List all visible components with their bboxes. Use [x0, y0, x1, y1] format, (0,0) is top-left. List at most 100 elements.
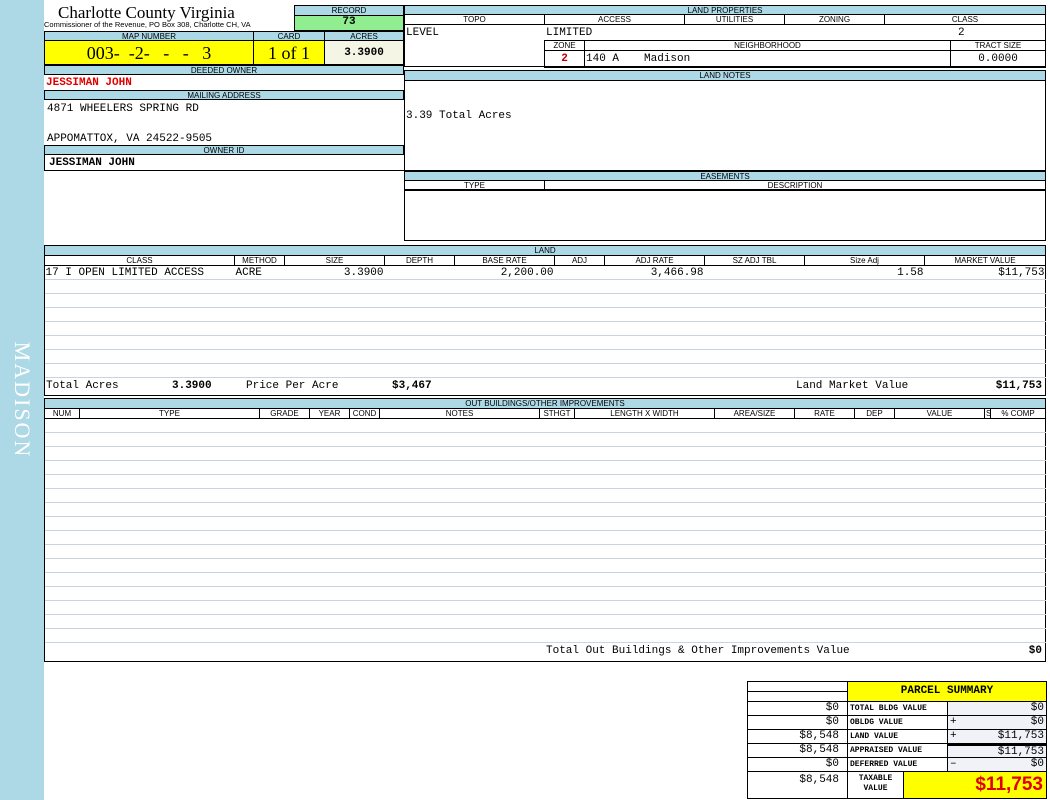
card-number: 1 of 1 [253, 40, 325, 65]
col-easement-description: DESCRIPTION [544, 180, 1046, 191]
outbuilding-empty-row [44, 586, 1046, 601]
tract-size-label: TRACT SIZE [950, 40, 1046, 51]
summary-prior-value: $8,548 [747, 743, 848, 758]
summary-label: DEFERRED VALUE [847, 757, 948, 772]
taxable-value: $11,753 [903, 771, 1047, 799]
land-market-value-label: Land Market Value [796, 380, 909, 392]
outbuilding-empty-row [44, 544, 1046, 559]
outbuilding-empty-row [44, 418, 1046, 433]
outbuilding-col-header: STHGT [539, 408, 575, 419]
land-col-header: ADJ [554, 255, 605, 266]
outbuilding-col-header: S [984, 408, 991, 419]
summary-value: $11,753 [997, 746, 1044, 758]
summary-value: $11,753 [997, 730, 1044, 742]
land-row: 17 I OPEN LIMITED ACCESS ACRE 3.3900 2,200.… [44, 265, 1046, 280]
summary-current: $11,753 [947, 743, 1047, 758]
outbuildings-total-label: Total Out Buildings & Other Improvements… [546, 645, 850, 657]
land-cell: $11,753 [924, 265, 1046, 280]
land-col-header: CLASS [44, 255, 235, 266]
summary-label: OBLDG VALUE [847, 715, 948, 730]
deeded-owner: JESSIMAN JOHN [46, 77, 132, 89]
summary-current: + $0 [947, 715, 1047, 730]
summary-operator: + [950, 716, 957, 728]
address-line-1: 4871 WHEELERS SPRING RD [47, 103, 199, 115]
total-acres-label: Total Acres [46, 380, 119, 392]
easements-columns: TYPE DESCRIPTION [404, 180, 1046, 191]
land-empty-row [44, 349, 1046, 364]
outbuilding-col-header: LENGTH X WIDTH [574, 408, 715, 419]
outbuilding-col-header: AREA/SIZE [714, 408, 795, 419]
neighborhood-code: 140 A [586, 53, 620, 65]
price-per-acre: $3,467 [392, 380, 432, 392]
sidebar-label: MADISON [10, 341, 35, 459]
summary-prior-value: $8,548 [747, 729, 848, 744]
zone-label: ZONE [544, 40, 585, 51]
land-col-header: METHOD [234, 255, 285, 266]
land-cell [384, 265, 455, 280]
outbuilding-col-header: NOTES [379, 408, 540, 419]
land-empty-row [44, 321, 1046, 336]
summary-operator: + [950, 730, 957, 742]
land-cell: 3.3900 [284, 265, 385, 280]
summary-prior-value: $0 [747, 701, 848, 716]
land-cell: 1.58 [804, 265, 925, 280]
land-market-value: $11,753 [995, 380, 1042, 392]
summary-value: $0 [1030, 702, 1044, 714]
land-empty-row [44, 307, 1046, 322]
outbuilding-empty-row [44, 488, 1046, 503]
land-cell: 17 I OPEN LIMITED ACCESS [44, 265, 235, 280]
owner-id-label: OWNER ID [44, 145, 404, 155]
access-value: LIMITED [546, 27, 593, 39]
col-topo: TOPO [404, 14, 545, 25]
summary-operator: – [950, 758, 957, 770]
topo-value: LEVEL [406, 27, 440, 39]
land-table: CLASS METHOD SIZE DEPTH BASE RATE ADJ ADJ RATE… [44, 255, 1046, 378]
taxable-prior: $8,548 [747, 771, 848, 799]
outbuilding-col-header: DEP [854, 408, 895, 419]
land-col-header: DEPTH [384, 255, 455, 266]
land-cell: 3,466.98 [604, 265, 705, 280]
outbuilding-col-header: TYPE [79, 408, 260, 419]
outbuilding-empty-row [44, 474, 1046, 489]
land-col-header: ADJ RATE [604, 255, 705, 266]
land-cell [554, 265, 605, 280]
outbuildings-table: NUM TYPE GRADE YEAR COND NOTES STHGT LENGTH X W… [44, 408, 1046, 643]
outbuilding-col-header: GRADE [259, 408, 310, 419]
land-empty-row [44, 335, 1046, 350]
land-col-header: SZ ADJ TBL [704, 255, 805, 266]
outbuilding-empty-row [44, 432, 1046, 447]
outbuilding-empty-row [44, 558, 1046, 573]
summary-current: – $0 [947, 757, 1047, 772]
owner-id: JESSIMAN JOHN [49, 157, 135, 169]
land-col-header: BASE RATE [454, 255, 555, 266]
summary-prior-value: $0 [747, 757, 848, 772]
neighborhood-label: NEIGHBORHOOD [584, 40, 951, 51]
total-acres: 3.3900 [172, 380, 212, 392]
summary-current: $0 [947, 701, 1047, 716]
summary-label: TOTAL BLDG VALUE [847, 701, 948, 716]
outbuilding-col-header: NUM [44, 408, 80, 419]
address-line-2: APPOMATTOX, VA 24522-9505 [47, 133, 213, 145]
office-address: Commissioner of the Revenue, PO Box 308,… [44, 20, 251, 29]
outbuilding-empty-row [44, 600, 1046, 615]
land-empty-row [44, 363, 1046, 378]
deeded-owner-label: DEEDED OWNER [44, 65, 404, 75]
land-col-header: MARKET VALUE [924, 255, 1046, 266]
summary-current: + $11,753 [947, 729, 1047, 744]
summary-prior-value: $0 [747, 715, 848, 730]
outbuilding-empty-row [44, 460, 1046, 475]
acres-value: 3.3900 [324, 40, 404, 65]
outbuilding-empty-row [44, 530, 1046, 545]
outbuilding-empty-row [44, 628, 1046, 643]
parcel-summary-title: PARCEL SUMMARY [847, 681, 1047, 702]
map-number: 003- -2- - - 3 [44, 40, 254, 65]
land-notes-text: 3.39 Total Acres [406, 110, 512, 122]
record-number: 73 [294, 15, 404, 31]
land-col-header: SIZE [284, 255, 385, 266]
outbuilding-col-header: VALUE [894, 408, 985, 419]
county-title: Charlotte County Virginia [58, 3, 235, 22]
summary-label: APPRAISED VALUE [847, 743, 948, 758]
col-utilities: UTILITIES [684, 14, 785, 25]
land-properties-columns: TOPO ACCESS UTILITIES ZONING CLASS [404, 14, 1046, 25]
summary-value: $0 [1030, 716, 1044, 728]
